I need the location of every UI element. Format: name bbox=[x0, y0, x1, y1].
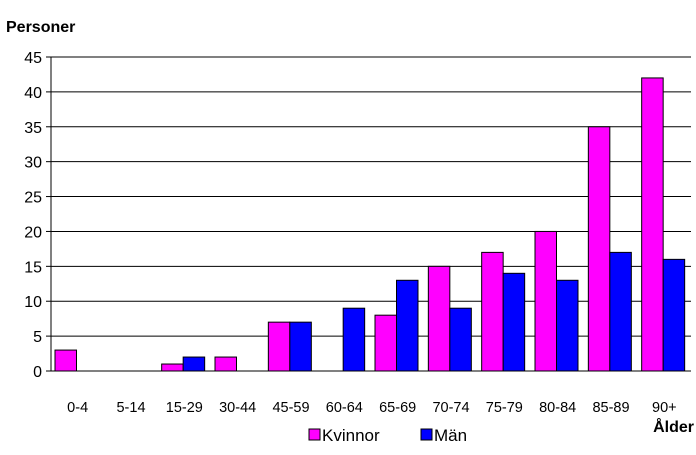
y-tick-label: 25 bbox=[24, 190, 42, 207]
y-tick-label: 30 bbox=[24, 155, 42, 172]
bar-kvinnor-0-4 bbox=[54, 349, 77, 372]
x-tick-label: 60-64 bbox=[326, 400, 363, 416]
x-tick-labels: 0-4 5-14 15-29 30-44 45-59 60-64 65-69 70-74 75-… bbox=[67, 400, 676, 416]
bar-kvinnor-85-89 bbox=[587, 126, 611, 372]
y-tick-labels: 0 5 10 15 20 25 30 35 40 45 bbox=[24, 50, 42, 381]
bar-man-75-79 bbox=[502, 272, 526, 372]
bar-man-70-74 bbox=[449, 307, 472, 372]
y-axis-title: Personer bbox=[6, 19, 75, 36]
x-tick-label: 80-84 bbox=[539, 400, 576, 416]
axes bbox=[50, 57, 691, 372]
bar-kvinnor-90+ bbox=[641, 77, 664, 372]
bar-man-80-84 bbox=[556, 279, 579, 372]
bar-kvinnor-75-79 bbox=[481, 251, 504, 372]
bar-man-45-59 bbox=[289, 321, 312, 372]
legend-label: Kvinnor bbox=[322, 426, 380, 445]
bar-man-15-29 bbox=[182, 356, 206, 372]
bar-man-85-89 bbox=[609, 251, 632, 372]
x-tick-label: 0-4 bbox=[67, 400, 88, 416]
x-tick-label: 75-79 bbox=[486, 400, 523, 416]
y-tick-label: 15 bbox=[24, 259, 42, 276]
bar-kvinnor-80-84 bbox=[534, 230, 557, 372]
x-tick-label: 90+ bbox=[652, 400, 677, 416]
x-tick-label: 65-69 bbox=[379, 400, 416, 416]
bar-kvinnor-65-69 bbox=[374, 314, 397, 372]
y-tick-label: 0 bbox=[33, 364, 42, 381]
x-tick-label: 85-89 bbox=[592, 400, 629, 416]
y-tick-label: 10 bbox=[24, 294, 42, 311]
y-tick-label: 40 bbox=[24, 85, 42, 102]
bar-man-65-69 bbox=[396, 279, 419, 372]
legend-swatch bbox=[308, 428, 321, 441]
x-axis-title: Ålder bbox=[653, 417, 694, 436]
bar-kvinnor-15-29 bbox=[161, 363, 184, 372]
x-tick-label: 70-74 bbox=[432, 400, 469, 416]
y-tick-label: 35 bbox=[24, 120, 42, 137]
x-tick-label: 45-59 bbox=[272, 400, 309, 416]
bar-kvinnor-30-44 bbox=[214, 356, 237, 372]
y-tick-label: 5 bbox=[33, 329, 42, 346]
y-tick-label: 45 bbox=[24, 50, 42, 67]
bars bbox=[54, 77, 686, 372]
legend: Kvinnor Män bbox=[308, 426, 467, 445]
legend-swatch bbox=[420, 428, 433, 441]
x-tick-label: 30-44 bbox=[219, 400, 256, 416]
bar-kvinnor-70-74 bbox=[427, 265, 451, 372]
bar-man-60-64 bbox=[342, 307, 366, 372]
x-tick-label: 5-14 bbox=[116, 400, 145, 416]
y-tick-label: 20 bbox=[24, 224, 42, 241]
x-tick-label: 15-29 bbox=[166, 400, 203, 416]
legend-label: Män bbox=[434, 426, 467, 445]
bar-kvinnor-45-59 bbox=[267, 321, 291, 372]
bar-man-90+ bbox=[662, 258, 686, 372]
gridlines bbox=[46, 56, 691, 372]
